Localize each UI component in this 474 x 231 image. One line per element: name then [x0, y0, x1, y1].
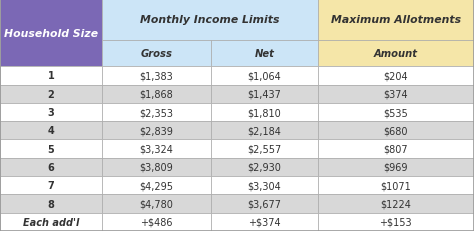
Bar	[0, 158, 102, 176]
Text: 4: 4	[47, 126, 55, 136]
Bar	[318, 40, 474, 67]
Bar	[318, 85, 474, 103]
Text: $1,064: $1,064	[247, 71, 281, 81]
Bar	[318, 0, 474, 40]
Text: $2,184: $2,184	[247, 126, 281, 136]
Text: $2,557: $2,557	[247, 144, 282, 154]
Bar	[318, 67, 474, 85]
Bar	[102, 122, 211, 140]
Text: +$486: +$486	[140, 217, 173, 227]
Bar	[318, 103, 474, 122]
Bar	[102, 85, 211, 103]
Bar	[318, 122, 474, 140]
Bar	[211, 195, 318, 213]
Text: $680: $680	[383, 126, 408, 136]
Bar	[102, 103, 211, 122]
Text: +$153: +$153	[380, 217, 412, 227]
Bar	[211, 213, 318, 231]
Bar	[211, 122, 318, 140]
Text: $204: $204	[383, 71, 408, 81]
Bar	[0, 103, 102, 122]
Text: $4,295: $4,295	[139, 180, 173, 190]
Bar	[0, 122, 102, 140]
Text: Each add'l: Each add'l	[23, 217, 79, 227]
Bar	[211, 140, 318, 158]
Text: 6: 6	[47, 162, 55, 172]
Text: $3,809: $3,809	[139, 162, 173, 172]
Text: $969: $969	[383, 162, 408, 172]
Bar	[318, 213, 474, 231]
Bar	[211, 158, 318, 176]
Bar	[0, 0, 102, 67]
Bar	[211, 67, 318, 85]
Text: $3,304: $3,304	[247, 180, 281, 190]
Bar	[102, 40, 211, 67]
Text: $2,839: $2,839	[139, 126, 173, 136]
Bar	[102, 140, 211, 158]
Text: 5: 5	[47, 144, 55, 154]
Text: 7: 7	[47, 180, 55, 190]
Bar	[211, 40, 318, 67]
Text: +$374: +$374	[248, 217, 281, 227]
Bar	[102, 158, 211, 176]
Text: Household Size: Household Size	[4, 28, 98, 39]
Text: 1: 1	[47, 71, 55, 81]
Text: Monthly Income Limits: Monthly Income Limits	[140, 15, 280, 25]
Text: $807: $807	[383, 144, 408, 154]
Bar	[0, 67, 102, 85]
Text: $1,868: $1,868	[139, 89, 173, 99]
Bar	[0, 213, 102, 231]
Bar	[102, 213, 211, 231]
Bar	[102, 195, 211, 213]
Bar	[211, 176, 318, 195]
Text: Gross: Gross	[140, 49, 173, 59]
Bar	[318, 195, 474, 213]
Text: $1224: $1224	[380, 199, 411, 209]
Bar	[102, 176, 211, 195]
Bar	[0, 140, 102, 158]
Text: $3,324: $3,324	[139, 144, 173, 154]
Text: $1,383: $1,383	[139, 71, 173, 81]
Bar	[102, 67, 211, 85]
Text: $374: $374	[383, 89, 408, 99]
Bar	[102, 0, 318, 40]
Text: $4,780: $4,780	[139, 199, 173, 209]
Text: Maximum Allotments: Maximum Allotments	[331, 15, 461, 25]
Text: 3: 3	[47, 108, 55, 118]
Text: Net: Net	[255, 49, 274, 59]
Text: $1071: $1071	[381, 180, 411, 190]
Text: $2,353: $2,353	[139, 108, 173, 118]
Text: $535: $535	[383, 108, 408, 118]
Bar	[318, 176, 474, 195]
Bar	[0, 85, 102, 103]
Text: Amount: Amount	[374, 49, 418, 59]
Text: 8: 8	[47, 199, 55, 209]
Bar	[318, 140, 474, 158]
Text: $1,810: $1,810	[247, 108, 281, 118]
Bar	[318, 158, 474, 176]
Bar	[211, 103, 318, 122]
Text: $2,930: $2,930	[247, 162, 281, 172]
Bar	[0, 195, 102, 213]
Text: $3,677: $3,677	[247, 199, 281, 209]
Text: 2: 2	[47, 89, 55, 99]
Bar	[0, 176, 102, 195]
Text: $1,437: $1,437	[247, 89, 281, 99]
Bar	[211, 85, 318, 103]
